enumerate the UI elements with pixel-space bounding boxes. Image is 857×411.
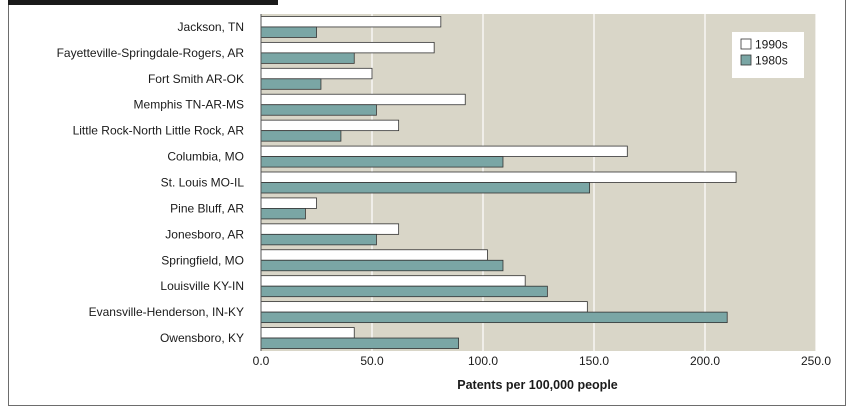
category-label: Memphis TN-AR-MS (134, 98, 244, 112)
category-label: Jackson, TN (178, 20, 244, 34)
bar-1980s (260, 259, 504, 272)
bar-1980s (260, 337, 459, 349)
bar-1990s (260, 327, 355, 339)
category-label: Pine Bluff, AR (170, 201, 244, 215)
bar-1990s (260, 301, 588, 313)
bar-1980s (260, 104, 377, 116)
category-label: Springfield, MO (161, 253, 244, 267)
category-label: Jonesboro, AR (165, 227, 244, 241)
x-tick-labels: 0.0 50.0 100.0 150.0 200.0 250.0 (253, 354, 832, 368)
x-tick-label: 150.0 (579, 354, 609, 368)
category-labels: Jackson, TN Fayetteville-Springdale-Roger… (57, 20, 245, 345)
category-label: Columbia, MO (167, 150, 244, 164)
category-label: Fayetteville-Springdale-Rogers, AR (57, 46, 245, 60)
bar-1990s (260, 145, 628, 157)
bar-1990s (260, 41, 435, 54)
x-tick-label: 250.0 (801, 354, 831, 368)
category-label: Louisville KY-IN (160, 279, 244, 293)
legend-entry: 1980s (755, 54, 788, 68)
x-tick-label: 200.0 (690, 354, 720, 368)
bar-1990s (260, 93, 466, 106)
bar-1980s (260, 311, 728, 324)
bar-1980s (260, 156, 504, 168)
bar-1980s (260, 26, 317, 38)
x-tick-label: 100.0 (468, 354, 498, 368)
bar-1990s (260, 67, 373, 80)
bar-1980s (260, 208, 306, 220)
bar-1990s (260, 16, 442, 28)
bar-1980s (260, 78, 322, 90)
bar-1980s (260, 285, 548, 298)
bar-1990s (260, 249, 488, 261)
legend-swatch (740, 38, 752, 50)
bar-1980s (260, 182, 590, 194)
category-label: Fort Smith AR-OK (148, 72, 244, 86)
category-label: St. Louis MO-IL (161, 176, 245, 190)
bar-1990s (260, 275, 526, 287)
legend-swatch (740, 54, 752, 66)
x-axis-label: Patents per 100,000 people (457, 378, 618, 392)
bar-1990s (260, 223, 400, 235)
x-tick-label: 0.0 (253, 354, 270, 368)
title-strip (8, 0, 278, 5)
legend-entry: 1990s (755, 38, 788, 52)
legend: 1990s 1980s (732, 32, 804, 78)
category-label: Owensboro, KY (160, 331, 244, 345)
category-label: Evansville-Henderson, IN-KY (89, 305, 244, 319)
bar-1980s (260, 130, 342, 142)
bar-1980s (260, 233, 377, 246)
x-tick-label: 50.0 (360, 354, 384, 368)
bar-1990s (260, 119, 400, 132)
category-label: Little Rock-North Little Rock, AR (73, 124, 245, 138)
bar-1990s (260, 197, 317, 209)
bar-1980s (260, 52, 355, 64)
bar-1990s (260, 171, 737, 183)
